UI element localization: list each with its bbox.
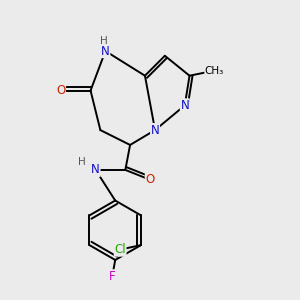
Text: F: F (109, 270, 116, 283)
Text: H: H (78, 158, 86, 167)
Text: CH₃: CH₃ (205, 66, 224, 76)
Text: O: O (56, 84, 65, 97)
Text: O: O (146, 173, 154, 186)
Text: H: H (100, 36, 108, 46)
Text: N: N (101, 44, 110, 58)
Text: Cl: Cl (114, 243, 126, 256)
Text: N: N (151, 124, 159, 136)
Text: N: N (91, 164, 100, 176)
Text: N: N (180, 99, 189, 112)
